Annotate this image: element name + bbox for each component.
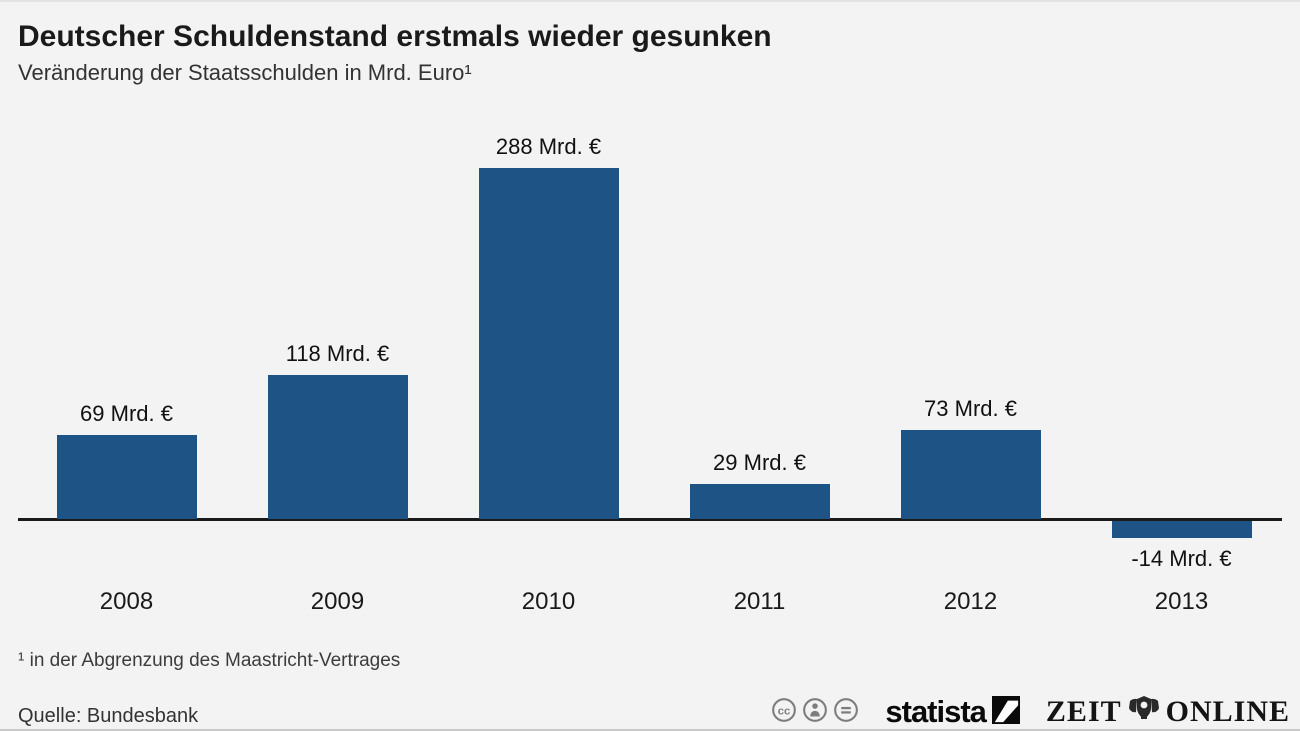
x-tick-label-2013: 2013 [1154,588,1209,615]
page-title: Deutscher Schuldenstand erstmals wieder … [18,20,772,53]
statista-logo-text: statista [885,694,987,729]
source-label: Quelle: Bundesbank [18,705,199,727]
zeit-online-logo[interactable]: ZEIT ONLINE [1045,693,1290,729]
bar-2012 [900,430,1041,519]
x-tick-label-2012: 2012 [943,588,998,615]
x-tick-label-2010: 2010 [521,588,576,615]
value-label-2012: 73 Mrd. € [924,396,1017,421]
x-tick-label-2009: 2009 [310,588,365,615]
svg-text:cc: cc [778,705,791,717]
page-subtitle: Veränderung der Staatsschulden in Mrd. E… [18,60,472,85]
footnote: ¹ in der Abgrenzung des Maastricht-Vertr… [18,650,401,671]
bar-2010 [478,168,619,519]
statista-logo-icon [991,695,1020,729]
cc-by-icon[interactable] [802,697,828,728]
value-label-2011: 29 Mrd. € [713,450,806,475]
value-label-2013: -14 Mrd. € [1131,546,1232,571]
bar-2009 [267,375,408,519]
value-label-2008: 69 Mrd. € [80,401,173,426]
zeit-online-logo-text: ONLINE [1165,695,1290,728]
value-label-2009: 118 Mrd. € [285,341,390,366]
cc-nd-icon[interactable] [833,697,859,728]
creative-commons-badges[interactable]: cc [771,697,859,728]
x-axis-line [18,518,1282,521]
bar-2008 [56,435,197,519]
value-label-2010: 288 Mrd. € [495,134,602,159]
bar-2011 [689,484,830,519]
statista-logo[interactable]: statista [885,694,1020,729]
zeit-logo-text: ZEIT [1045,695,1122,728]
x-tick-label-2008: 2008 [99,588,154,615]
x-tick-label-2011: 2011 [733,588,786,615]
bar-2013 [1111,521,1252,538]
zeit-crest-icon [1124,693,1164,729]
cc-license-icon[interactable]: cc [771,697,797,728]
footer-logos: cc statista [771,693,1290,729]
